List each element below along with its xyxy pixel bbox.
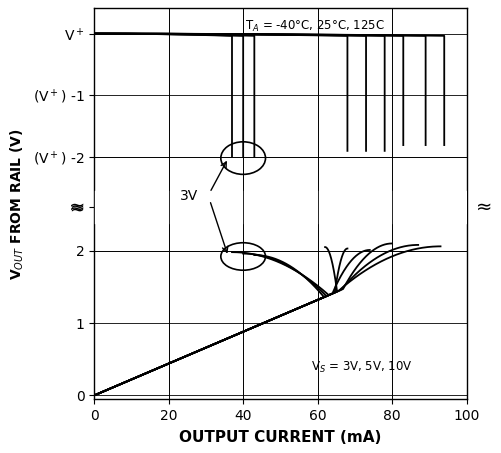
X-axis label: OUTPUT CURRENT (mA): OUTPUT CURRENT (mA)	[179, 429, 382, 445]
Text: V$_S$ = 3V, 5V, 10V: V$_S$ = 3V, 5V, 10V	[312, 360, 413, 376]
Text: ≈: ≈	[69, 198, 85, 217]
Text: 3V: 3V	[180, 189, 198, 203]
Y-axis label: V$_{OUT}$ FROM RAIL (V): V$_{OUT}$ FROM RAIL (V)	[9, 128, 26, 280]
Text: T$_A$ = -40°C, 25°C, 125C: T$_A$ = -40°C, 25°C, 125C	[245, 19, 385, 34]
Bar	[94, 191, 466, 223]
Text: ≈: ≈	[476, 198, 492, 217]
